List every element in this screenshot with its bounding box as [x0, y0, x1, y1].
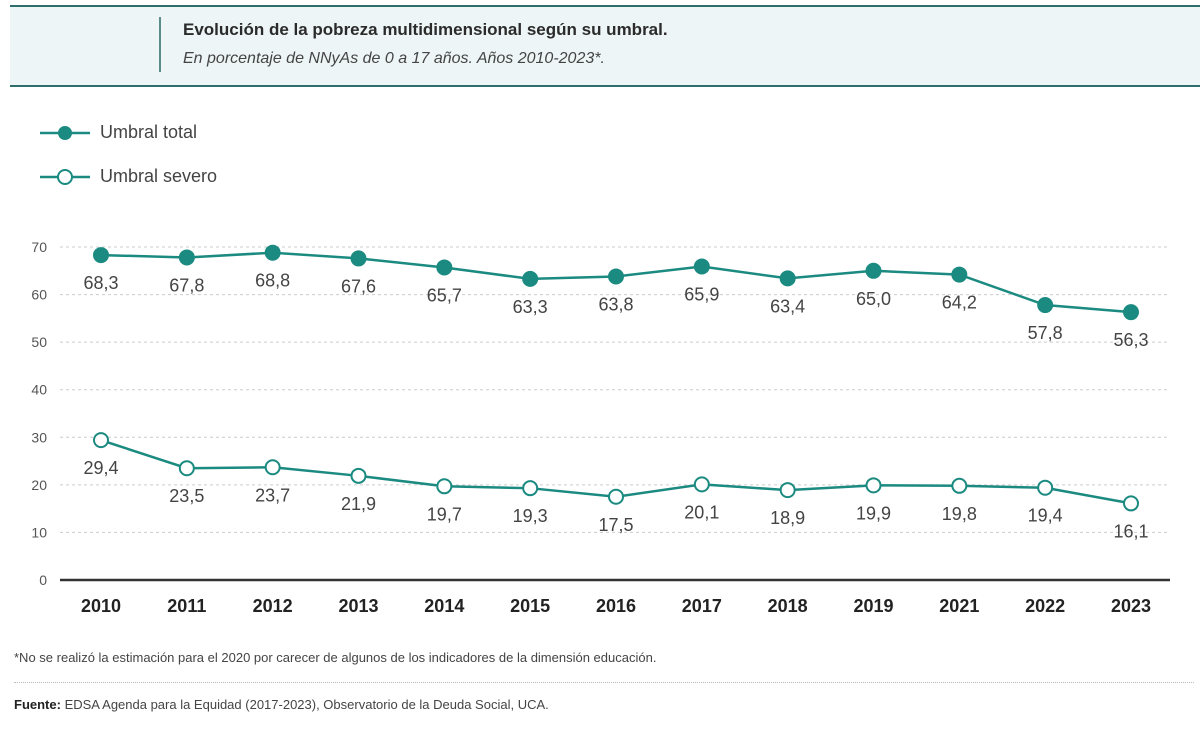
divider: [14, 682, 1194, 683]
x-tick-label: 2011: [167, 596, 206, 616]
y-tick-label: 40: [31, 382, 47, 398]
source-note: Fuente: EDSA Agenda para la Equidad (201…: [14, 697, 549, 712]
source-text: EDSA Agenda para la Equidad (2017-2023),…: [60, 697, 549, 712]
data-label: 67,8: [169, 275, 204, 295]
data-point: [951, 477, 968, 494]
data-point: [178, 460, 195, 477]
data-label: 19,7: [427, 504, 462, 524]
line-chart: 0 10 20 30 40 50 60 70 2010 2011 2012 2013 2014 2015 2…: [31, 239, 1170, 616]
data-point: [779, 482, 796, 499]
x-tick-label: 2023: [1111, 596, 1151, 616]
x-tick-label: 2017: [682, 596, 722, 616]
data-label: 68,8: [255, 271, 290, 291]
data-point: [178, 249, 195, 266]
data-point: [93, 432, 109, 449]
legend-item-total: Umbral total: [40, 122, 197, 143]
data-point: [951, 266, 968, 283]
data-label: 19,4: [1028, 506, 1063, 526]
y-tick-label: 70: [31, 239, 47, 255]
chart-header: Evolución de la pobreza multidimensional…: [10, 5, 1200, 87]
data-label: 18,9: [770, 508, 805, 528]
data-label: 63,3: [513, 297, 548, 317]
x-tick-label: 2022: [1025, 596, 1065, 616]
y-tick-label: 10: [31, 524, 47, 540]
legend-label: Umbral severo: [100, 166, 218, 186]
data-label: 16,1: [1113, 521, 1148, 541]
data-label: 68,3: [83, 273, 118, 293]
data-label: 67,6: [341, 276, 376, 296]
data-label: 57,8: [1028, 323, 1063, 343]
data-point: [693, 258, 710, 275]
data-label: 23,7: [255, 485, 290, 505]
y-tick-label: 60: [31, 287, 47, 303]
data-point: [1123, 495, 1139, 512]
data-point: [1123, 304, 1139, 321]
data-label: 63,4: [770, 296, 805, 316]
data-label: 63,8: [598, 294, 633, 314]
data-point: [436, 259, 453, 276]
data-point: [264, 244, 281, 261]
data-point: [522, 480, 539, 497]
chart-subtitle: En porcentaje de NNyAs de 0 a 17 años. A…: [183, 50, 605, 67]
hollow-marker-icon: [40, 168, 90, 185]
data-point: [93, 247, 109, 264]
data-label: 64,2: [942, 293, 977, 313]
data-point: [522, 270, 539, 287]
data-label: 19,8: [942, 504, 977, 524]
x-tick-label: 2014: [424, 596, 464, 616]
x-tick-label: 2015: [510, 596, 550, 616]
data-point: [350, 467, 367, 484]
y-tick-label: 20: [31, 477, 47, 493]
x-tick-label: 2010: [81, 596, 121, 616]
data-label: 56,3: [1113, 330, 1148, 350]
data-point: [264, 459, 281, 476]
data-point: [1037, 297, 1054, 314]
header-divider: [159, 17, 161, 72]
data-label: 65,0: [856, 289, 891, 309]
data-point: [608, 488, 624, 505]
x-tick-label: 2018: [768, 596, 808, 616]
data-point: [350, 250, 367, 267]
y-tick-label: 50: [31, 334, 47, 350]
x-tick-label: 2013: [338, 596, 378, 616]
data-point: [865, 262, 882, 279]
data-label: 29,4: [83, 458, 118, 478]
legend-label: Umbral total: [100, 122, 198, 142]
data-point: [608, 268, 624, 285]
data-label: 19,3: [513, 506, 548, 526]
data-label: 21,9: [341, 494, 376, 514]
data-point: [693, 476, 710, 493]
footnote: *No se realizó la estimación para el 202…: [14, 650, 657, 665]
filled-marker-icon: [40, 125, 90, 140]
source-label: Fuente:: [14, 697, 61, 712]
x-tick-label: 2019: [853, 596, 893, 616]
chart-title: Evolución de la pobreza multidimensional…: [183, 20, 668, 39]
legend-item-severo: Umbral severo: [40, 166, 217, 187]
data-point: [436, 478, 453, 495]
data-point: [1037, 479, 1054, 496]
data-label: 19,9: [856, 503, 891, 523]
x-tick-label: 2016: [596, 596, 636, 616]
data-label: 65,9: [684, 285, 719, 305]
data-label: 17,5: [598, 515, 633, 535]
y-tick-label: 0: [39, 572, 47, 588]
x-tick-label: 2012: [253, 596, 293, 616]
data-label: 65,7: [427, 285, 462, 305]
data-label: 20,1: [684, 502, 719, 522]
data-label: 23,5: [169, 486, 204, 506]
x-tick-label: 2021: [939, 596, 979, 616]
y-tick-label: 30: [31, 429, 47, 445]
data-point: [779, 270, 796, 287]
data-point: [865, 477, 882, 494]
